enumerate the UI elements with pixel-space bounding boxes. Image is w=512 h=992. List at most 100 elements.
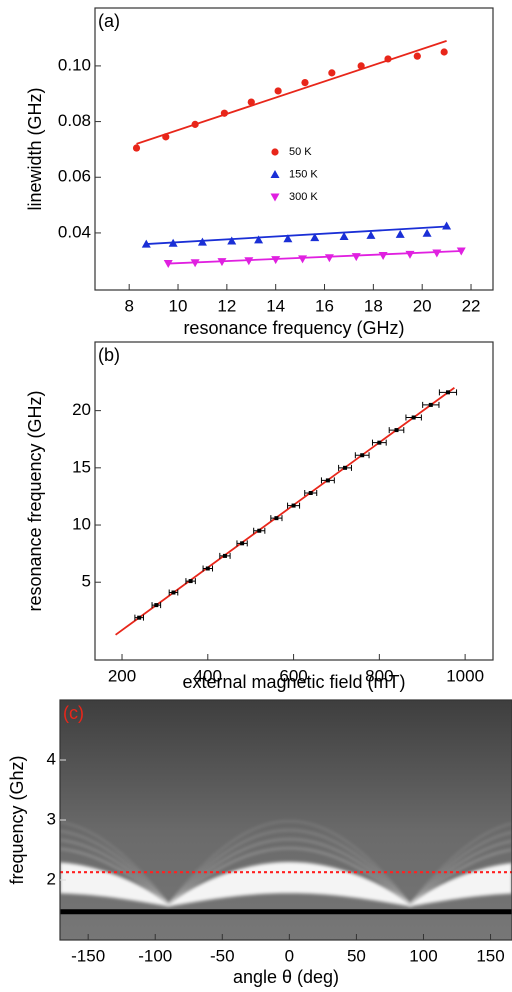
y-tick-label: 3 [47,809,56,828]
panel: 200 400 600 800 1000 5 10 15 20 external magnetic… [25,341,494,692]
y-axis-label: resonance frequency (GHz) [25,390,45,611]
data-point [132,144,141,152]
data-point [283,234,293,243]
fit-line [146,225,447,245]
data-point [222,553,227,558]
data-point [257,528,262,533]
data-point [384,55,392,63]
data-point [220,109,229,117]
data-point [254,235,264,244]
data-point [432,249,442,258]
x-tick-label: 20 [413,296,432,315]
data-point [227,236,237,245]
x-tick-label: 16 [315,296,334,315]
data-point [271,256,281,265]
fit-line [168,250,462,265]
y-tick-label: 4 [47,749,56,768]
data-point [274,516,279,521]
data-point [240,541,245,546]
panel-label: (b) [98,345,120,365]
x-axis-label: resonance frequency (GHz) [183,318,404,338]
x-tick-label: 50 [347,946,366,965]
y-tick-label: 0.10 [58,55,91,74]
data-point [324,254,334,263]
x-tick-label: -100 [138,946,172,965]
data-point [308,490,313,495]
data-point [188,579,193,584]
data-point [413,52,421,60]
spectrum-mode [60,829,512,907]
data-point [360,453,365,458]
y-tick-label: 10 [72,515,91,534]
spectrum-band [60,862,512,907]
data-point [405,250,415,259]
data-point [191,120,199,128]
data-point [168,238,178,247]
data-point [377,440,382,445]
data-point [298,255,308,264]
fit-line [115,387,455,636]
plot-frame [94,341,494,661]
y-tick-label: 2 [47,869,56,888]
x-tick-label: 800 [365,666,393,685]
legend-label: 150 K [289,168,318,180]
y-tick-label: 0.08 [58,111,91,130]
y-axis-label: frequency (Ghz) [7,755,27,884]
data-point [442,221,452,230]
data-point [456,247,466,256]
legend-marker [271,148,279,156]
data-point [378,251,388,260]
x-tick-label: 18 [364,296,383,315]
panel-label: (c) [63,703,84,723]
x-tick-label: 14 [266,296,285,315]
legend-label: 300 K [289,191,318,203]
fit-line [136,39,447,145]
x-tick-label: 150 [476,946,504,965]
data-point [351,253,361,262]
x-tick-label: 600 [279,666,307,685]
data-point [325,478,330,483]
x-tick-label: 0 [285,946,294,965]
data-point [440,48,448,56]
x-tick-label: 22 [462,296,481,315]
data-point [291,503,296,508]
panel: 50 K 150 K 300 K 8 10 12 14 16 18 20 22 0.04 0.06 0.0… [25,7,494,338]
x-tick-label: 10 [169,296,188,315]
x-tick-label: 12 [217,296,236,315]
legend-marker [270,193,280,202]
x-tick-label: 1000 [446,666,484,685]
spectrum-mode [60,847,512,907]
x-tick-label: -50 [210,946,235,965]
data-point [247,98,255,106]
panel: -150 -100 -50 0 50 100 150 2 3 4 angle θ (deg) freq… [7,699,512,987]
data-point [244,257,254,266]
data-point [137,615,142,620]
x-axis-label: angle θ (deg) [233,967,339,987]
data-point [328,69,336,77]
plot-frame [94,7,494,291]
data-point [339,232,349,241]
data-point [422,228,432,237]
data-point [274,87,282,95]
data-point [171,590,176,595]
data-point [154,603,159,608]
y-axis-label: linewidth (GHz) [25,87,45,210]
data-point [395,229,405,238]
data-point [205,566,210,571]
y-tick-label: 0.06 [58,167,91,186]
spectrum-mode [60,838,512,907]
x-tick-label: 400 [194,666,222,685]
data-point [445,390,450,395]
data-point [357,62,365,70]
y-tick-label: 0.04 [58,222,91,241]
data-point [197,237,207,246]
x-tick-label: -150 [71,946,105,965]
panel-label: (a) [98,11,120,31]
x-tick-label: 100 [409,946,437,965]
data-point [366,230,376,239]
data-point [141,239,151,248]
legend-label: 50 K [289,146,312,158]
data-point [217,258,227,267]
x-axis-label: external magnetic field (mT) [182,672,405,692]
